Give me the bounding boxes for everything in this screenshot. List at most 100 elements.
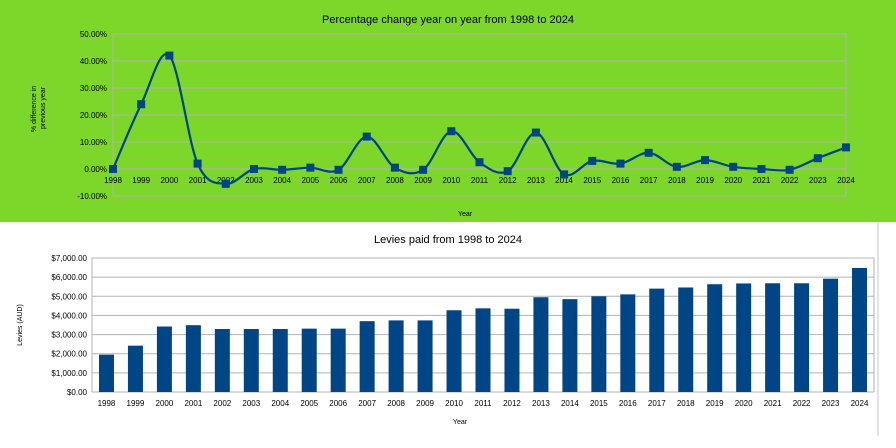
x-tick-label: 2000 — [156, 399, 174, 408]
x-tick-label: 2011 — [474, 399, 492, 408]
data-point — [531, 128, 540, 137]
bar — [765, 283, 781, 392]
data-point — [644, 148, 653, 157]
bar — [620, 294, 636, 392]
x-tick-label: 2001 — [184, 399, 202, 408]
data-point — [785, 165, 794, 174]
data-point — [701, 156, 710, 165]
x-tick-label: 2010 — [445, 399, 463, 408]
bar — [736, 283, 752, 392]
x-tick-label: 2023 — [809, 176, 827, 185]
data-point — [729, 162, 738, 171]
levies-paid-chart: Levies paid from 1998 to 2024 $0.00 $1,00… — [0, 222, 896, 436]
bar — [649, 288, 665, 392]
bar — [533, 297, 549, 392]
x-tick-label: 2010 — [442, 176, 460, 185]
y-tick-label: $5,000.00 — [51, 292, 87, 301]
bar — [417, 320, 433, 392]
x-tick-label: 1999 — [132, 176, 150, 185]
x-axis-label: Year — [453, 419, 468, 426]
bar — [823, 278, 839, 392]
y-tick-label: $2,000.00 — [51, 350, 87, 359]
data-point — [362, 132, 371, 141]
x-tick-label: 2016 — [612, 176, 630, 185]
bar — [359, 321, 375, 392]
x-tick-label: 2022 — [781, 176, 799, 185]
x-tick-label: 2024 — [851, 399, 869, 408]
x-tick-label: 2002 — [213, 399, 231, 408]
percentage-change-chart: Percentage change year on year from 1998… — [0, 0, 896, 222]
y-tick-label: $0.00 — [67, 388, 88, 397]
x-tick-label: 2021 — [764, 399, 782, 408]
x-tick-label: 2015 — [583, 176, 601, 185]
x-tick-label: 2011 — [471, 176, 489, 185]
bar — [794, 283, 810, 392]
bar — [98, 354, 114, 392]
x-tick-label: 2006 — [330, 176, 348, 185]
x-tick-label: 2017 — [648, 399, 666, 408]
data-point — [475, 158, 484, 167]
x-tick-label: 1999 — [127, 399, 145, 408]
bar — [388, 320, 404, 392]
y-tick-label: 50.00% — [80, 30, 107, 39]
bar — [852, 267, 868, 392]
x-tick-label: 2009 — [416, 399, 434, 408]
x-tick-label: 2020 — [724, 176, 742, 185]
data-point — [193, 159, 202, 168]
x-tick-label: 2006 — [329, 399, 347, 408]
data-point — [842, 143, 850, 152]
bar — [214, 329, 230, 392]
y-tick-label: $7,000.00 — [51, 254, 87, 263]
data-point — [560, 170, 569, 179]
x-tick-label: 2004 — [273, 176, 291, 185]
bar — [156, 326, 172, 392]
y-tick-label: $3,000.00 — [51, 331, 87, 340]
y-tick-label: 40.00% — [80, 57, 107, 66]
x-tick-label: 2023 — [822, 399, 840, 408]
y-tick-label: -10.00% — [77, 192, 107, 201]
x-tick-label: 2017 — [640, 176, 658, 185]
data-point — [419, 165, 428, 174]
x-tick-label: 2018 — [668, 176, 686, 185]
x-tick-label: 2007 — [358, 176, 376, 185]
x-tick-label: 2014 — [561, 399, 579, 408]
data-point — [306, 163, 315, 172]
bar — [243, 329, 259, 392]
y-tick-label: 0.00% — [84, 165, 107, 174]
bar — [707, 284, 723, 392]
bar — [591, 296, 607, 392]
data-point — [221, 179, 230, 188]
bar — [272, 329, 288, 392]
bar — [446, 310, 462, 392]
x-tick-label: 2022 — [793, 399, 811, 408]
data-point — [757, 165, 766, 173]
data-point — [334, 165, 343, 174]
y-tick-label: 30.00% — [80, 84, 107, 93]
bar — [475, 308, 491, 392]
data-point — [278, 165, 287, 174]
x-tick-label: 2015 — [590, 399, 608, 408]
x-tick-label: 2000 — [160, 176, 178, 185]
x-tick-label: 2024 — [837, 176, 855, 185]
x-tick-label: 2014 — [555, 176, 573, 185]
data-point — [249, 165, 258, 173]
spreadsheet-cell-strip — [0, 436, 896, 448]
bar — [127, 345, 143, 392]
data-point — [447, 127, 456, 136]
data-point — [813, 154, 822, 163]
y-tick-label: 10.00% — [80, 138, 107, 147]
bar — [330, 328, 346, 392]
x-tick-label: 1998 — [104, 176, 122, 185]
x-tick-label: 2019 — [696, 176, 714, 185]
x-tick-label: 2005 — [300, 399, 318, 408]
x-tick-label: 2016 — [619, 399, 637, 408]
data-point — [503, 167, 512, 176]
data-point — [616, 159, 625, 168]
data-point — [109, 165, 117, 173]
x-tick-label: 2004 — [271, 399, 289, 408]
data-point — [672, 162, 681, 171]
data-point — [588, 156, 597, 165]
y-axis-label: % difference in previous year — [31, 84, 47, 132]
y-tick-label: $4,000.00 — [51, 311, 87, 320]
bar — [562, 299, 578, 392]
